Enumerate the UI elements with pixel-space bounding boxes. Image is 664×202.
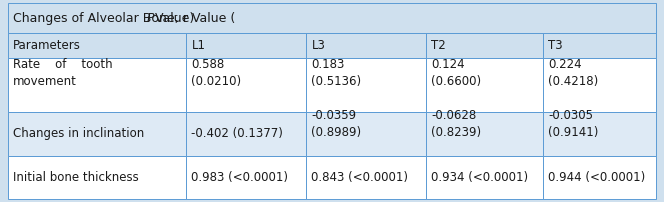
Bar	[426, 33, 542, 58]
Bar	[8, 33, 186, 58]
Bar	[8, 112, 186, 156]
Text: T3: T3	[548, 39, 562, 52]
Text: Parameters: Parameters	[13, 39, 81, 52]
Text: Rate    of    tooth
movement: Rate of tooth movement	[13, 58, 113, 88]
Text: -0.0359
(0.8989): -0.0359 (0.8989)	[311, 109, 361, 139]
Bar	[542, 58, 656, 112]
Text: T2: T2	[432, 39, 446, 52]
Text: 0.183
(0.5136): 0.183 (0.5136)	[311, 58, 361, 88]
Bar	[306, 156, 426, 199]
Text: 0.934 (<0.0001): 0.934 (<0.0001)	[432, 171, 529, 184]
Text: 0.124
(0.6600): 0.124 (0.6600)	[432, 58, 481, 88]
Bar	[306, 33, 426, 58]
Text: -0.402 (0.1377): -0.402 (0.1377)	[191, 127, 284, 140]
Text: -0.0305
(0.9141): -0.0305 (0.9141)	[548, 109, 598, 139]
Bar	[8, 3, 656, 33]
Bar	[542, 33, 656, 58]
Bar	[306, 112, 426, 156]
Text: Changes in inclination: Changes in inclination	[13, 127, 145, 140]
Bar	[186, 156, 306, 199]
Text: L1: L1	[191, 39, 205, 52]
Text: L3: L3	[311, 39, 325, 52]
Bar	[306, 58, 426, 112]
Text: Value): Value)	[151, 12, 194, 25]
Text: 0.983 (<0.0001): 0.983 (<0.0001)	[191, 171, 288, 184]
Bar	[426, 112, 542, 156]
Text: -0.0628
(0.8239): -0.0628 (0.8239)	[432, 109, 481, 139]
Bar	[8, 156, 186, 199]
Bar	[186, 33, 306, 58]
Text: 0.944 (<0.0001): 0.944 (<0.0001)	[548, 171, 645, 184]
Bar	[186, 58, 306, 112]
Bar	[186, 112, 306, 156]
Bar	[542, 156, 656, 199]
Text: Initial bone thickness: Initial bone thickness	[13, 171, 139, 184]
Bar	[426, 58, 542, 112]
Text: 0.588
(0.0210): 0.588 (0.0210)	[191, 58, 242, 88]
Text: 0.843 (<0.0001): 0.843 (<0.0001)	[311, 171, 408, 184]
Bar	[542, 112, 656, 156]
Text: 0.224
(0.4218): 0.224 (0.4218)	[548, 58, 598, 88]
Text: Changes of Alveolar Bone; r Value (: Changes of Alveolar Bone; r Value (	[13, 12, 236, 25]
Bar	[8, 58, 186, 112]
Text: P: P	[147, 12, 155, 25]
Bar	[426, 156, 542, 199]
